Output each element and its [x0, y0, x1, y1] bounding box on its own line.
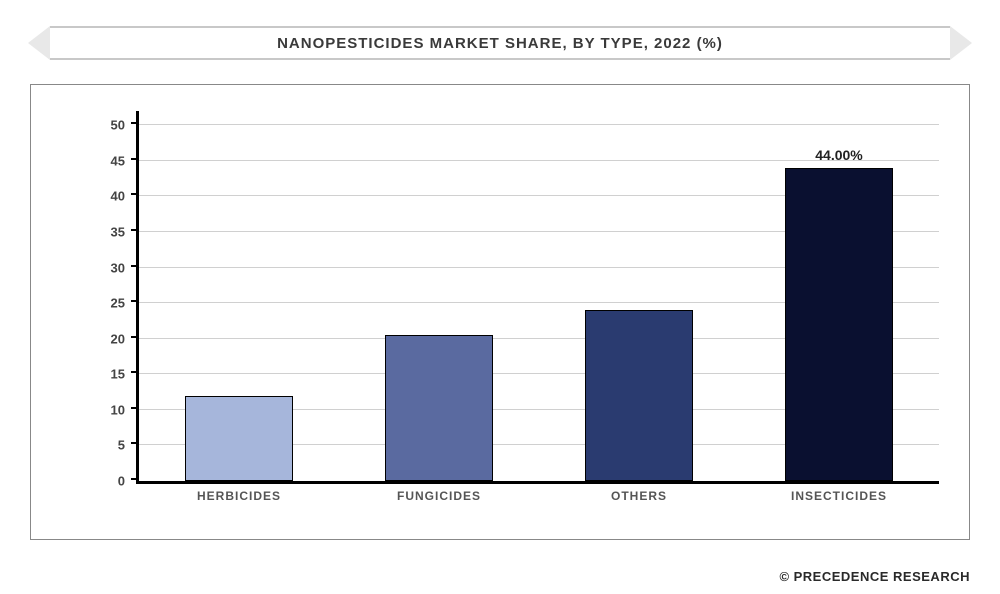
bar-value-label: 44.00%: [815, 147, 862, 163]
bars-container: 44.00%: [139, 111, 939, 481]
x-label: OTHERS: [539, 489, 739, 503]
x-labels-row: HERBICIDESFUNGICIDESOTHERSINSECTICIDES: [139, 489, 939, 503]
x-label: HERBICIDES: [139, 489, 339, 503]
title-banner: NANOPESTICIDES MARKET SHARE, BY TYPE, 20…: [50, 26, 950, 60]
bar-slot: [539, 111, 739, 481]
y-tick-label: 5: [118, 438, 139, 453]
bar-others: [585, 310, 693, 481]
bar-slot: 44.00%: [739, 111, 939, 481]
bar-insecticides: 44.00%: [785, 168, 893, 481]
plot-area: 0510152025303540455044.00%: [139, 111, 939, 481]
y-tick-label: 25: [111, 296, 139, 311]
bar-herbicides: [185, 396, 293, 481]
x-axis: [136, 481, 939, 484]
x-label: FUNGICIDES: [339, 489, 539, 503]
y-tick-label: 10: [111, 402, 139, 417]
y-tick-label: 40: [111, 189, 139, 204]
y-tick-label: 35: [111, 224, 139, 239]
y-tick-label: 15: [111, 367, 139, 382]
bar-slot: [139, 111, 339, 481]
y-tick-label: 20: [111, 331, 139, 346]
y-tick-label: 0: [118, 474, 139, 489]
x-label: INSECTICIDES: [739, 489, 939, 503]
y-tick-label: 50: [111, 118, 139, 133]
source-attribution: © PRECEDENCE RESEARCH: [779, 569, 970, 584]
bar-slot: [339, 111, 539, 481]
y-tick-label: 30: [111, 260, 139, 275]
bar-fungicides: [385, 335, 493, 481]
y-tick-label: 45: [111, 153, 139, 168]
chart-title: NANOPESTICIDES MARKET SHARE, BY TYPE, 20…: [50, 26, 950, 60]
chart-frame: 0510152025303540455044.00% HERBICIDESFUN…: [30, 84, 970, 540]
